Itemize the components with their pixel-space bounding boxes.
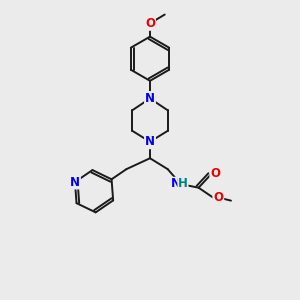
Text: N: N xyxy=(70,176,80,188)
Text: N: N xyxy=(171,177,181,190)
Text: O: O xyxy=(213,191,223,204)
Text: O: O xyxy=(145,17,155,30)
Text: N: N xyxy=(145,92,155,105)
Text: H: H xyxy=(178,177,188,190)
Text: O: O xyxy=(210,167,220,180)
Text: N: N xyxy=(145,135,155,148)
